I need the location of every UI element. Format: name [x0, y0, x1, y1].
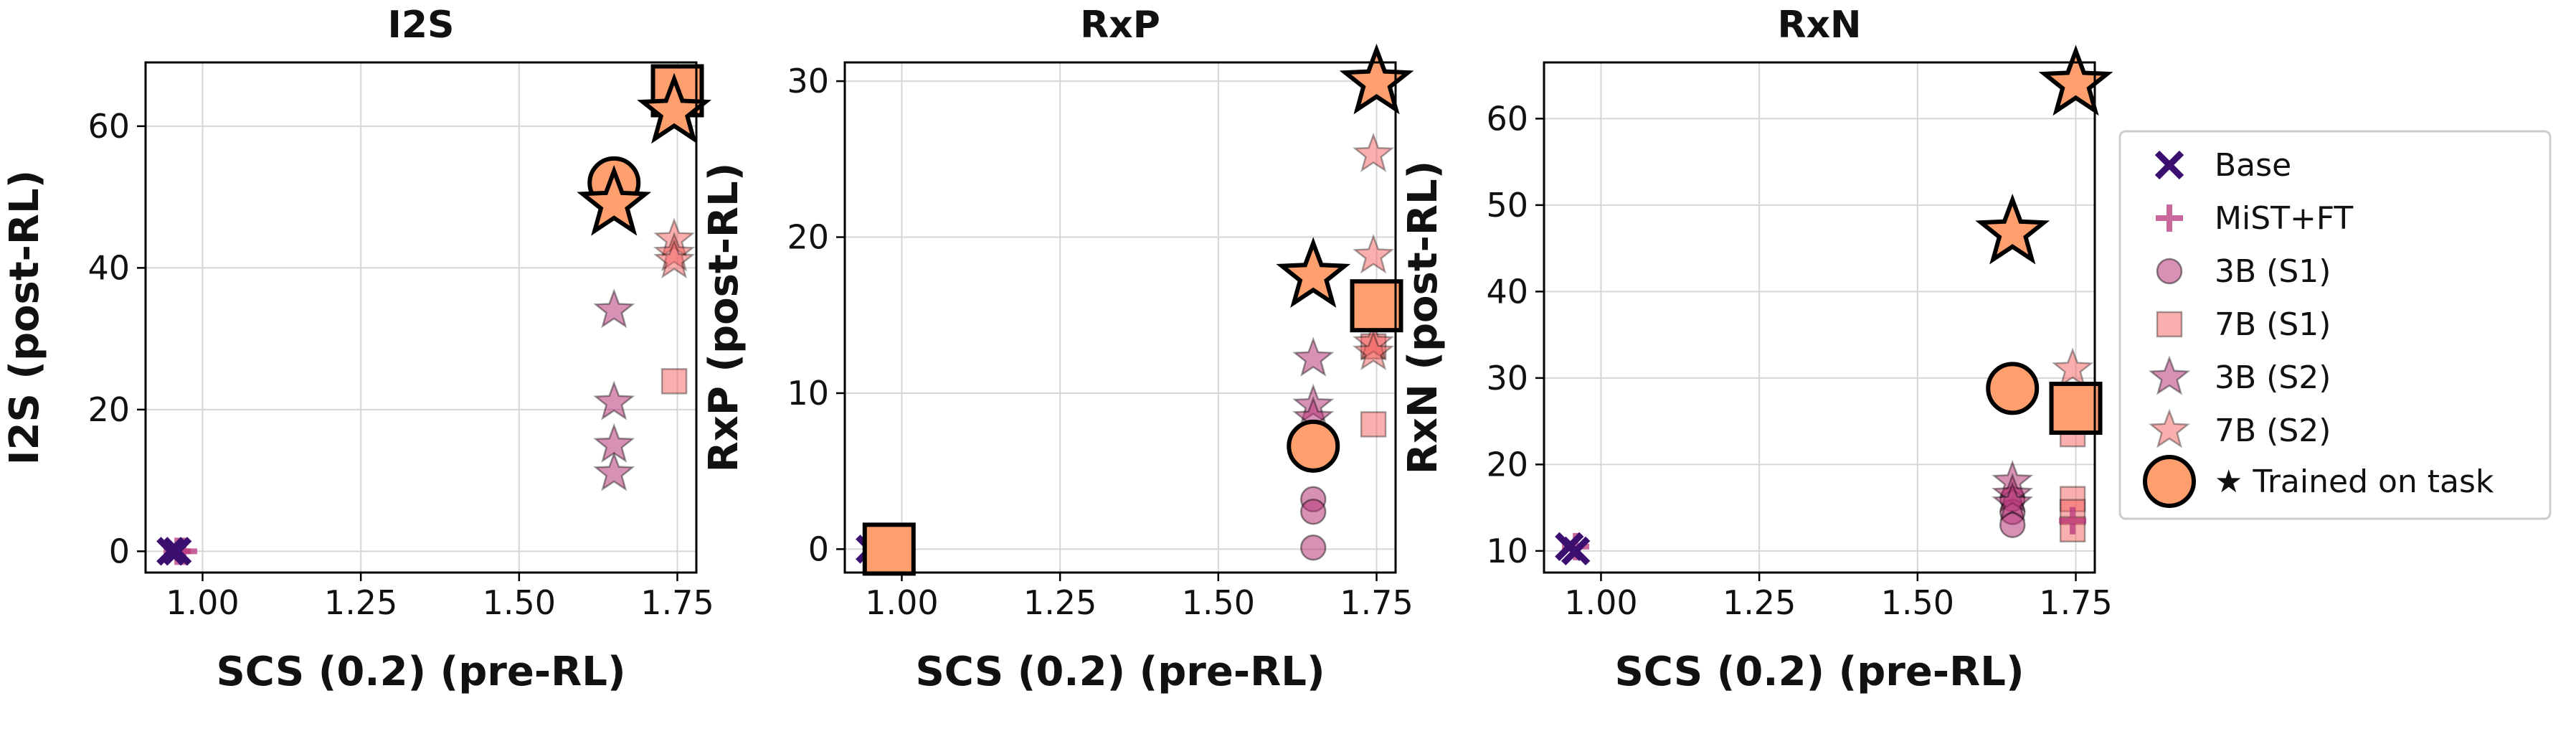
legend-label-mist: MiST+FT	[2215, 200, 2353, 237]
x-tick-label: 1.75	[1340, 583, 1413, 622]
data-point-s3b-s1	[1299, 534, 1327, 561]
y-tick-label: 40	[87, 248, 130, 287]
data-point-s3b-s2	[1292, 336, 1335, 377]
data-point-base	[156, 537, 186, 566]
y-tick-label: 0	[808, 529, 829, 568]
x-axis-label: SCS (0.2) (pre-RL)	[216, 649, 625, 695]
x-tick-label: 1.00	[166, 583, 239, 622]
x-tick-label: 1.25	[1023, 583, 1097, 622]
legend-marker-base	[2154, 150, 2184, 180]
x-tick-label: 1.50	[1182, 583, 1255, 622]
legend-marker-s3b-s1	[2156, 258, 2183, 285]
y-tick-label: 20	[787, 218, 829, 257]
legend-label-s3b-s1: 3B (S1)	[2215, 253, 2331, 290]
data-point-trained-star	[1276, 237, 1351, 309]
data-point-s7b-s2	[1353, 132, 1395, 172]
legend-marker-s7b-s2	[2148, 408, 2191, 448]
data-point-s3b-s2	[593, 451, 635, 491]
y-tick-label: 60	[87, 107, 130, 146]
data-point-s7b-s2	[1353, 234, 1395, 274]
data-point-s7b-s2	[1353, 330, 1395, 371]
data-point-trained-star	[577, 164, 652, 236]
data-point-trained-star	[2038, 44, 2113, 116]
legend-label-base: Base	[2215, 147, 2291, 184]
x-tick-label: 1.25	[324, 583, 397, 622]
data-point-s3b-s1	[1999, 512, 2026, 538]
y-tick-label: 60	[1486, 99, 1528, 138]
y-axis-label: RxN (post-RL)	[1400, 161, 1446, 475]
chart-title: RxN	[1777, 4, 1861, 47]
y-tick-label: 30	[1486, 359, 1528, 397]
plot-frame	[1543, 61, 2096, 574]
data-point-trained-star	[1339, 43, 1414, 115]
x-axis-label: SCS (0.2) (pre-RL)	[1614, 649, 2024, 695]
y-tick-label: 10	[1486, 532, 1528, 570]
data-point-s3b-s2	[593, 380, 635, 420]
data-point-s7b-s2	[2052, 347, 2094, 387]
data-point-s3b-s2	[593, 288, 635, 329]
y-tick-label: 10	[787, 374, 829, 413]
y-tick-label: 20	[1486, 445, 1528, 484]
chart-title: I2S	[388, 4, 455, 47]
data-point-base	[1561, 536, 1591, 566]
x-tick-label: 1.75	[2039, 583, 2112, 622]
legend: Base MiST+FT 3B (S1) 7B (S1) 3B (S2) 7B (S2) ★…	[2118, 130, 2552, 520]
data-point-s7b-s1	[660, 368, 688, 395]
y-tick-label: 30	[787, 62, 829, 100]
legend-marker-trained	[2143, 455, 2196, 508]
data-point-s3b-s2	[1992, 481, 2034, 522]
y-axis-label: RxP (post-RL)	[701, 163, 747, 473]
legend-marker-mist	[2156, 204, 2183, 232]
data-point-trained-circle	[1986, 362, 2040, 415]
y-tick-label: 50	[1486, 186, 1528, 225]
data-point-trained-square	[1350, 279, 1403, 333]
chart-panel-rxp: 1.00 1.25 1.50 1.75 0 10 20 30 RxP SCS (0.2) (pre…	[701, 4, 1414, 695]
data-point-s7b-s2	[653, 238, 696, 279]
chart-panel-i2s: 1.00 1.25 1.50 1.75 0 20 40 60 I2S SCS (0.2) (pre…	[1, 4, 714, 695]
data-point-s3b-s1	[1299, 498, 1327, 525]
data-point-base	[162, 537, 192, 566]
data-point-s3b-s2	[593, 423, 635, 463]
chart-title: RxP	[1080, 4, 1160, 47]
data-point-s7b-s1	[1360, 411, 1387, 438]
y-tick-label: 0	[109, 532, 130, 570]
legend-marker-s3b-s2	[2148, 355, 2191, 395]
data-point-trained-star	[637, 72, 712, 144]
x-tick-label: 1.25	[1723, 583, 1796, 622]
data-point-trained-square	[2049, 382, 2103, 436]
chart-panel-rxn: 1.00 1.25 1.50 1.75 10 20 30 40 50 60 RxN SCS (0.2)…	[1400, 4, 2113, 695]
data-point-trained-circle	[1287, 419, 1340, 473]
legend-box	[2118, 130, 2552, 520]
x-tick-label: 1.50	[483, 583, 556, 622]
legend-label-s3b-s2: 3B (S2)	[2215, 359, 2331, 396]
x-tick-label: 1.75	[640, 583, 714, 622]
legend-label-trained: ★ Trained on task	[2215, 463, 2494, 500]
x-tick-label: 1.00	[1564, 583, 1637, 622]
data-point-mist	[2059, 507, 2087, 535]
x-tick-label: 1.00	[865, 583, 938, 622]
y-tick-label: 40	[1486, 272, 1528, 311]
legend-label-s7b-s1: 7B (S1)	[2215, 306, 2331, 343]
x-tick-label: 1.50	[1881, 583, 1954, 622]
data-point-trained-square	[862, 522, 916, 576]
legend-marker-s7b-s1	[2156, 311, 2183, 338]
legend-label-s7b-s2: 7B (S2)	[2215, 413, 2331, 449]
y-axis-label: I2S (post-RL)	[1, 170, 48, 466]
plot-frame	[144, 61, 698, 574]
data-point-trained-star	[1975, 193, 2050, 265]
y-tick-label: 20	[87, 390, 130, 429]
plot-frame	[843, 61, 1397, 574]
x-axis-label: SCS (0.2) (pre-RL)	[915, 649, 1325, 695]
